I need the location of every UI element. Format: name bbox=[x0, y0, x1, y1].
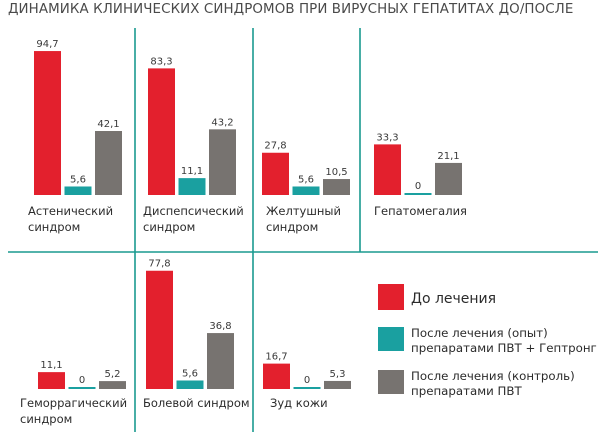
bar-value-label: 0 bbox=[415, 181, 421, 192]
category-label: Гепатомегалия bbox=[374, 204, 467, 218]
category-label: Астенический bbox=[28, 204, 113, 218]
legend-swatch bbox=[378, 284, 404, 310]
category-label: синдром bbox=[20, 412, 72, 426]
bar-before bbox=[38, 372, 65, 389]
legend-label: препаратами ПВТ + Гептронг bbox=[411, 341, 597, 355]
bar-value-label: 5,6 bbox=[182, 368, 198, 379]
bar-value-label: 0 bbox=[79, 375, 85, 386]
bar-value-label: 21,1 bbox=[437, 151, 459, 162]
bar-after-experimental bbox=[404, 193, 432, 195]
legend-label: препаратами ПВТ bbox=[411, 384, 522, 398]
bar-value-label: 27,8 bbox=[264, 141, 286, 152]
legend-label: После лечения (контроль) bbox=[411, 369, 575, 383]
category-label: Диспепсический bbox=[143, 204, 244, 218]
bar-value-label: 5,6 bbox=[298, 174, 314, 185]
category-label: Желтушный bbox=[266, 204, 341, 218]
bar-value-label: 33,3 bbox=[376, 132, 398, 143]
category-label: синдром bbox=[266, 220, 318, 234]
bar-value-label: 5,6 bbox=[70, 174, 86, 185]
grid-lines bbox=[8, 28, 598, 432]
bar-value-label: 77,8 bbox=[148, 259, 170, 270]
bar-after-experimental bbox=[68, 387, 96, 389]
bar-after-control bbox=[99, 381, 126, 389]
category-label: Зуд кожи bbox=[270, 396, 328, 410]
bar-before bbox=[374, 144, 401, 195]
chart-title: ДИНАМИКА КЛИНИЧЕСКИХ СИНДРОМОВ ПРИ ВИРУС… bbox=[8, 2, 574, 17]
bar-after-control bbox=[95, 131, 122, 195]
bar-after-experimental bbox=[292, 186, 320, 195]
bar-group-1: 94,7 5,6 42,1 Астенический синдром bbox=[28, 39, 122, 234]
bar-value-label: 94,7 bbox=[36, 39, 58, 50]
bar-value-label: 11,1 bbox=[40, 360, 62, 371]
legend-item-2: После лечения (опыт)препаратами ПВТ + Ге… bbox=[378, 326, 597, 355]
category-label: Болевой синдром bbox=[143, 396, 250, 410]
bar-value-label: 5,2 bbox=[105, 369, 121, 380]
bar-after-experimental bbox=[176, 380, 204, 389]
bar-group-2: 83,3 11,1 43,2 Диспепсический синдром bbox=[143, 56, 244, 234]
bar-group-4: 33,3 0 21,1 Гепатомегалия bbox=[374, 132, 467, 218]
category-label: синдром bbox=[28, 220, 80, 234]
bar-value-label: 0 bbox=[304, 375, 310, 386]
bar-after-experimental bbox=[64, 186, 92, 195]
bar-value-label: 5,3 bbox=[330, 369, 346, 380]
bar-after-control bbox=[209, 129, 236, 195]
bar-group-6: 77,8 5,6 36,8 Болевой синдром bbox=[143, 259, 250, 410]
legend-swatch bbox=[378, 370, 404, 394]
bar-before bbox=[148, 68, 175, 195]
bar-groups: 94,7 5,6 42,1 Астенический синдром 83,3 11,1 43… bbox=[20, 39, 467, 426]
bar-after-control bbox=[435, 162, 462, 195]
bar-group-7: 16,7 0 5,3 Зуд кожи bbox=[263, 352, 351, 410]
legend-label: После лечения (опыт) bbox=[411, 326, 548, 340]
bar-before bbox=[146, 270, 173, 389]
bar-before bbox=[262, 152, 289, 195]
bar-value-label: 43,2 bbox=[211, 117, 233, 128]
bar-group-5: 11,1 0 5,2 Геморрагический синдром bbox=[20, 360, 127, 426]
bar-value-label: 42,1 bbox=[97, 119, 119, 130]
bar-before bbox=[34, 51, 61, 195]
legend-item-1: До лечения bbox=[378, 284, 496, 310]
bar-value-label: 10,5 bbox=[325, 167, 347, 178]
bar-after-control bbox=[324, 380, 351, 389]
bar-after-control bbox=[207, 333, 234, 389]
bar-value-label: 16,7 bbox=[265, 352, 287, 363]
bar-value-label: 11,1 bbox=[181, 166, 203, 177]
bar-after-control bbox=[323, 179, 350, 195]
category-label: синдром bbox=[143, 220, 195, 234]
bar-value-label: 83,3 bbox=[150, 56, 172, 67]
legend-label: До лечения bbox=[411, 291, 496, 307]
bar-before bbox=[263, 363, 290, 389]
bar-group-3: 27,8 5,6 10,5 Желтушный синдром bbox=[262, 141, 350, 234]
legend-item-3: После лечения (контроль)препаратами ПВТ bbox=[378, 369, 575, 398]
category-label: Геморрагический bbox=[20, 396, 127, 410]
bar-after-experimental bbox=[293, 387, 321, 389]
bar-value-label: 36,8 bbox=[209, 321, 231, 332]
legend-swatch bbox=[378, 327, 404, 351]
bar-after-experimental bbox=[178, 178, 206, 195]
